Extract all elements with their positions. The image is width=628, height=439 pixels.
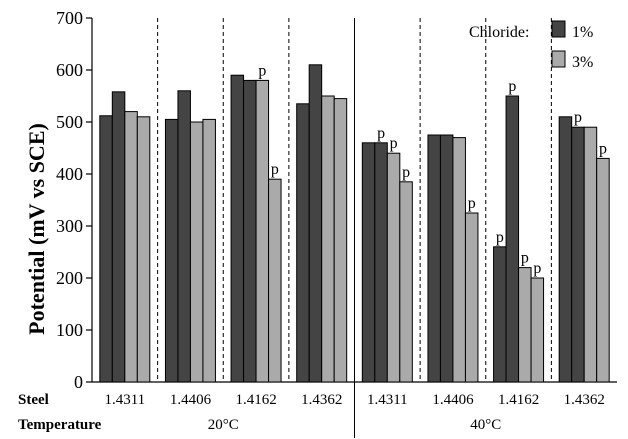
bar bbox=[505, 95, 520, 383]
bar bbox=[255, 79, 270, 383]
legend-swatch-1pct bbox=[551, 20, 566, 38]
legend-title: Chloride: bbox=[469, 24, 529, 41]
bar bbox=[464, 212, 479, 383]
bar bbox=[361, 142, 376, 383]
y-tick-label: 200 bbox=[56, 268, 83, 288]
bar bbox=[268, 178, 282, 383]
bar-annotation: p bbox=[468, 195, 476, 212]
group-separators bbox=[157, 18, 552, 438]
steel-category-label: 1.4406 bbox=[170, 392, 212, 408]
bar-annotation: p bbox=[402, 164, 410, 181]
bar bbox=[558, 116, 573, 383]
legend-label-1pct: 1% bbox=[572, 24, 593, 41]
temperature-label: 40°C bbox=[470, 417, 501, 433]
steel-category-label: 1.4311 bbox=[104, 392, 145, 408]
x-axis-labels: 1.4311 1.4406 1.4162 1.4362 1.4311 1.4406 1.41… bbox=[104, 392, 604, 433]
bars bbox=[99, 64, 610, 383]
y-tick-label: 700 bbox=[56, 8, 83, 28]
y-tick-label: 300 bbox=[56, 216, 83, 236]
y-tick-label: 400 bbox=[56, 164, 83, 184]
bar bbox=[333, 98, 348, 383]
bar bbox=[596, 157, 610, 383]
bar bbox=[518, 267, 532, 383]
bar-annotation: p bbox=[508, 78, 516, 95]
legend: Chloride: 1% 3% bbox=[469, 20, 593, 71]
bar bbox=[243, 79, 257, 383]
bar-annotation: p bbox=[496, 229, 504, 246]
legend-label-3pct: 3% bbox=[572, 54, 593, 71]
bar bbox=[571, 126, 585, 383]
steel-row-label: Steel bbox=[18, 392, 49, 408]
bar bbox=[296, 103, 310, 383]
bar-annotation: p bbox=[574, 109, 582, 126]
temperature-label: 20°C bbox=[208, 417, 239, 433]
bar bbox=[111, 91, 126, 383]
bar bbox=[164, 118, 179, 383]
y-axis: 0 100 200 300 400 500 600 700 bbox=[56, 8, 617, 392]
bar bbox=[530, 277, 545, 383]
bar bbox=[427, 134, 441, 383]
steel-category-label: 1.4362 bbox=[301, 392, 342, 408]
y-tick-label: 600 bbox=[56, 60, 83, 80]
bar bbox=[583, 126, 598, 383]
bar bbox=[136, 116, 151, 383]
bar bbox=[230, 74, 245, 383]
bar bbox=[189, 121, 204, 383]
bar-annotation: p bbox=[377, 125, 385, 142]
temperature-row-label: Temperature bbox=[18, 417, 102, 433]
y-axis-label: Potential (mV vs SCE) bbox=[24, 123, 49, 335]
legend-swatch-3pct bbox=[551, 50, 566, 68]
bar-annotation: p bbox=[390, 135, 398, 152]
bar bbox=[374, 142, 388, 383]
bar bbox=[493, 246, 507, 383]
bar-annotation: p bbox=[521, 250, 529, 267]
bar-annotation: p bbox=[271, 161, 279, 178]
steel-category-label: 1.4362 bbox=[564, 392, 605, 408]
bar bbox=[202, 118, 216, 383]
bar bbox=[386, 152, 401, 383]
bar bbox=[124, 111, 138, 383]
bar bbox=[321, 95, 335, 383]
bar-annotation: p bbox=[258, 62, 266, 79]
bar-annotation: p bbox=[533, 260, 541, 277]
bar bbox=[452, 137, 466, 383]
bar bbox=[177, 90, 191, 383]
bar-annotation: p bbox=[599, 140, 607, 157]
y-tick-label: 500 bbox=[56, 112, 83, 132]
bar bbox=[99, 115, 113, 383]
steel-category-label: 1.4162 bbox=[235, 392, 276, 408]
y-tick-label: 100 bbox=[56, 320, 83, 340]
steel-category-label: 1.4406 bbox=[432, 392, 474, 408]
bar bbox=[308, 64, 323, 383]
y-tick-label: 0 bbox=[74, 372, 83, 392]
steel-category-label: 1.4162 bbox=[498, 392, 539, 408]
steel-category-label: 1.4311 bbox=[367, 392, 408, 408]
bar bbox=[399, 181, 413, 383]
bar bbox=[439, 134, 454, 383]
